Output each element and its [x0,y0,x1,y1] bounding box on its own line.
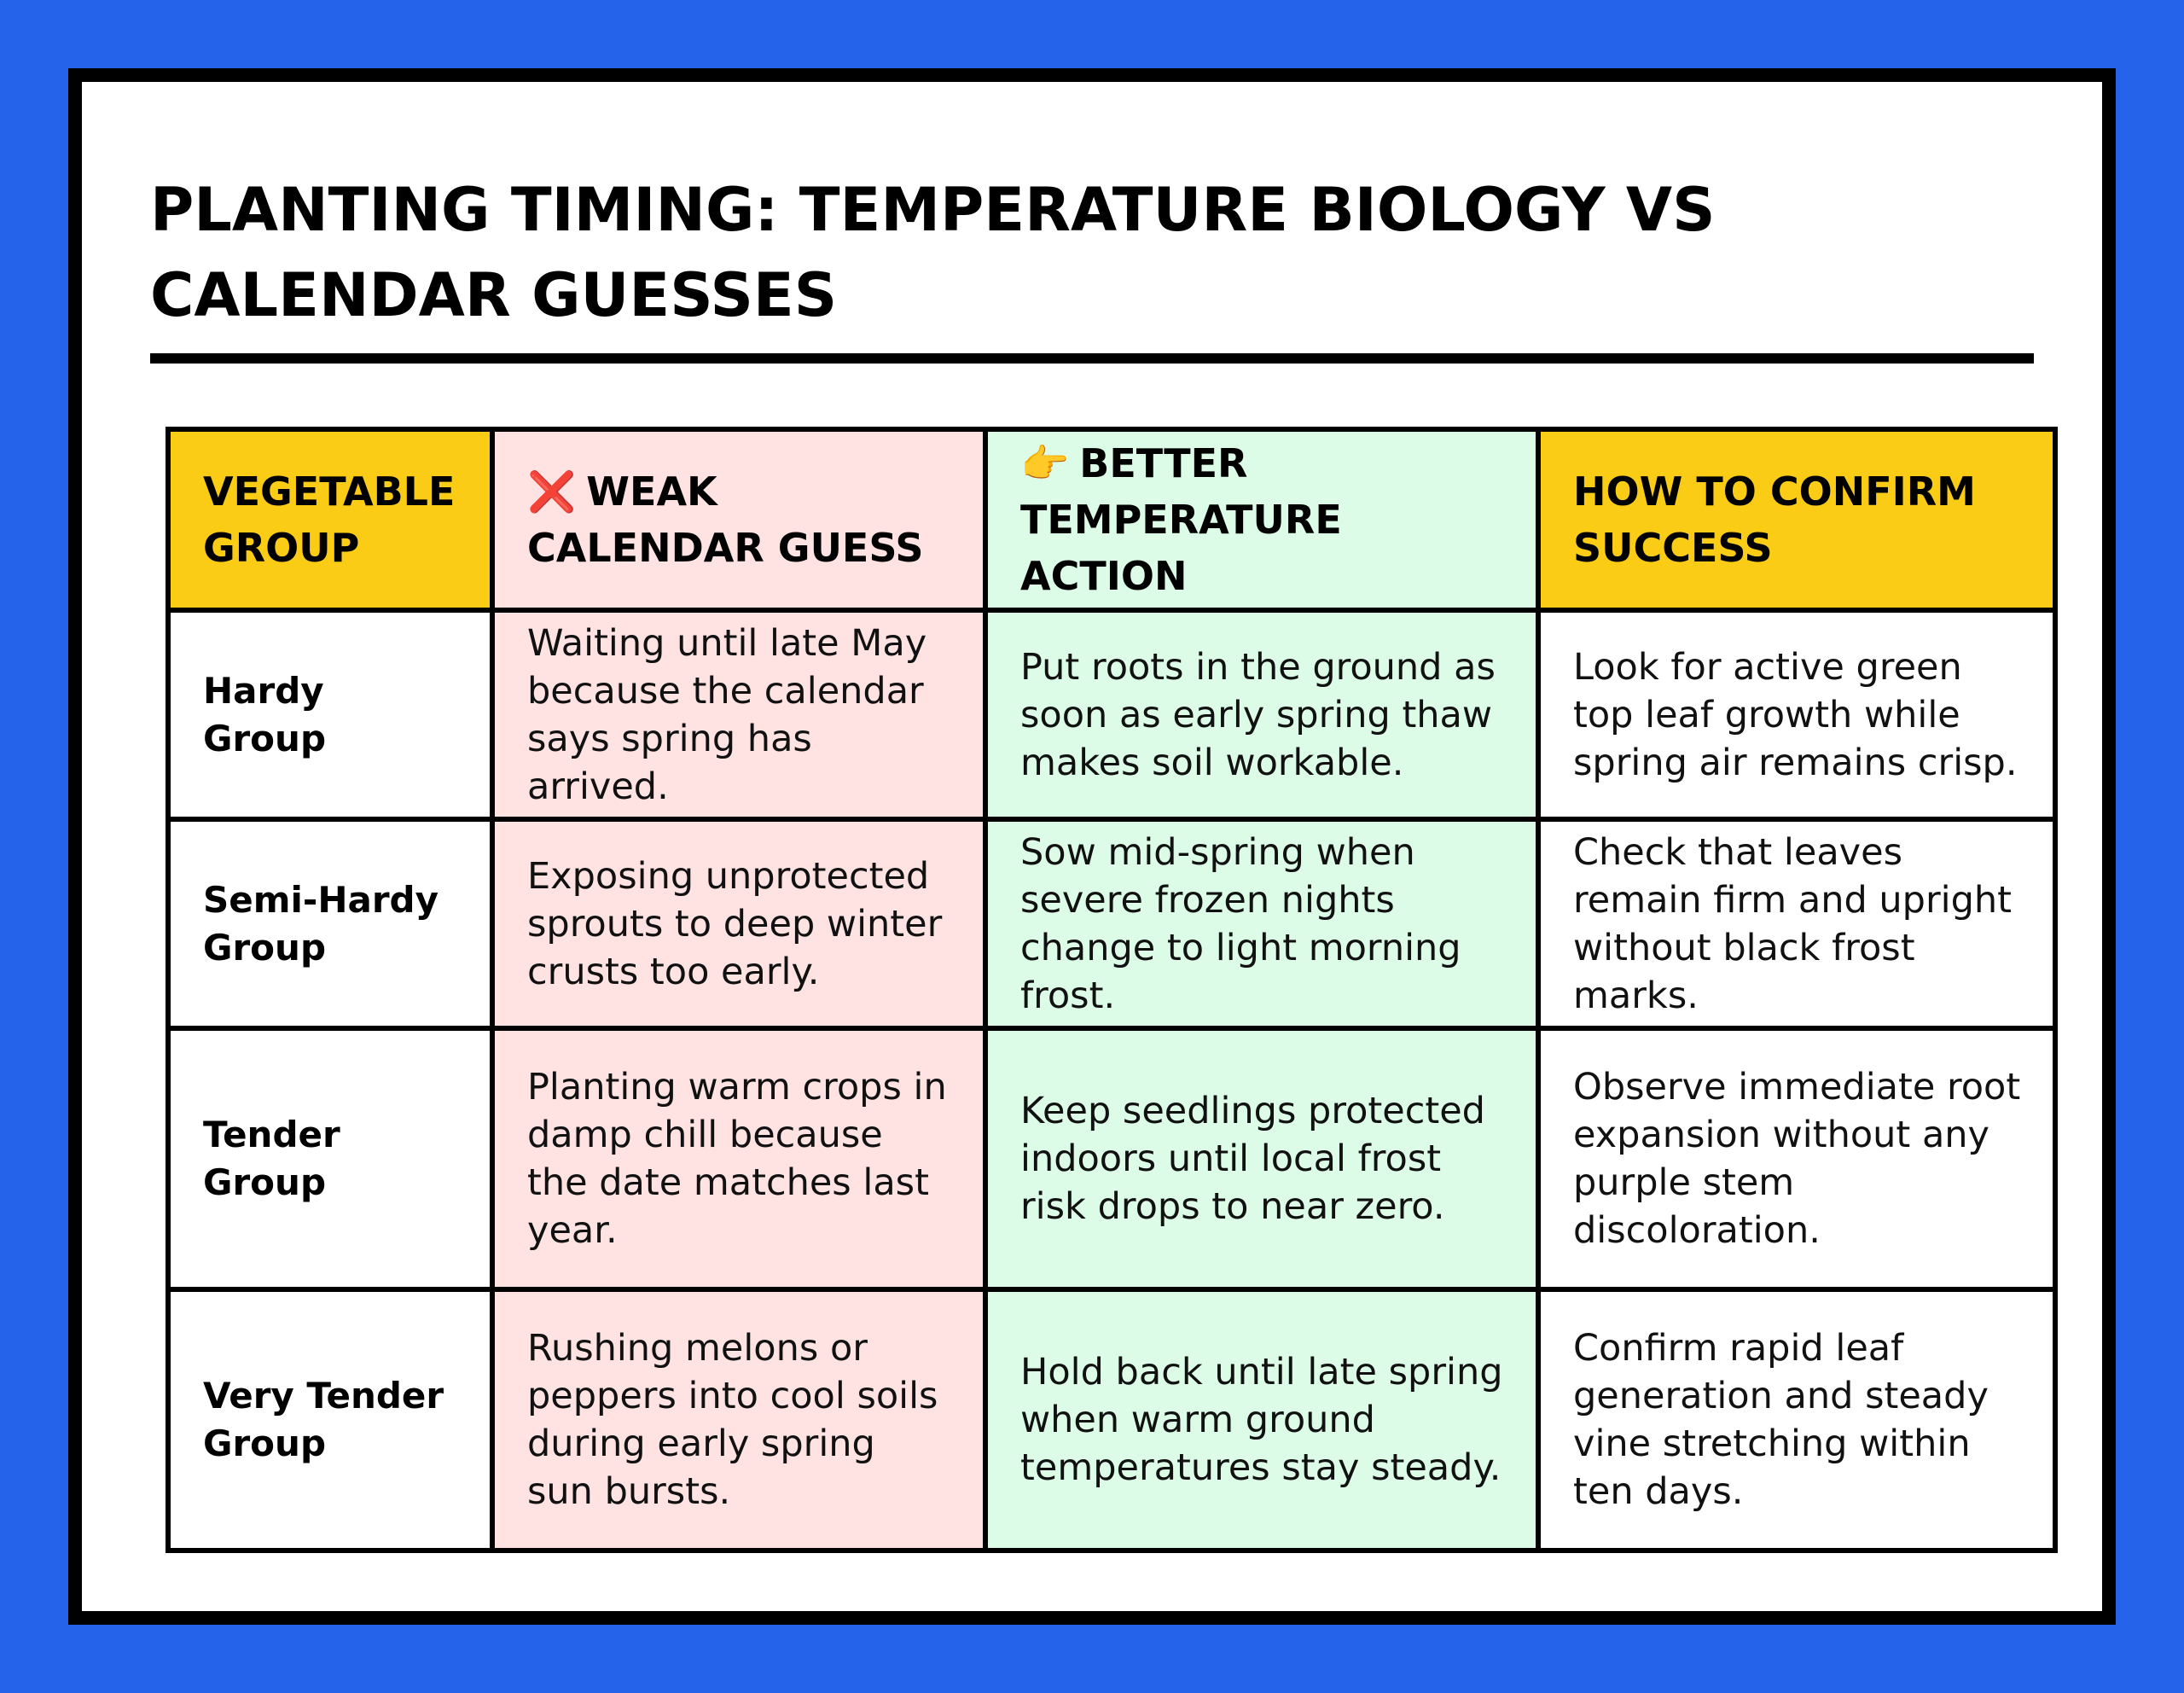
cell-confirm-success: Look for active green top leaf growth wh… [1536,607,2058,823]
comparison-table: VEGETABLE GROUP ❌ WEAK CALENDAR GUESS 👉 BE… [166,427,2058,1553]
table-header-row: VEGETABLE GROUP ❌ WEAK CALENDAR GUESS 👉 BE… [166,427,2058,613]
pointing-hand-icon: 👉 [1020,440,1070,486]
title-divider [150,353,2034,364]
cell-better-action: Sow mid-spring when severe frozen nights… [983,817,1541,1032]
table-row: Hardy Group Waiting until late May becau… [166,607,2058,823]
cell-vegetable-group: Very Tender Group [166,1287,495,1553]
cell-weak-guess: Waiting until late May because the calen… [490,607,988,823]
header-weak-calendar-guess: ❌ WEAK CALENDAR GUESS [490,427,988,613]
cell-better-action: Put roots in the ground as soon as early… [983,607,1541,823]
cell-vegetable-group: Semi-Hardy Group [166,817,495,1032]
content-card: PLANTING TIMING: TEMPERATURE BIOLOGY VS … [68,68,2116,1625]
cell-confirm-success: Check that leaves remain firm and uprigh… [1536,817,2058,1032]
cross-mark-icon: ❌ [527,468,577,515]
header-vegetable-group: VEGETABLE GROUP [166,427,495,613]
cell-weak-guess: Exposing unprotected sprouts to deep win… [490,817,988,1032]
cell-better-action: Hold back until late spring when warm gr… [983,1287,1541,1553]
cell-weak-guess: Planting warm crops in damp chill becaus… [490,1026,988,1293]
table-row: Semi-Hardy Group Exposing unprotected sp… [166,817,2058,1032]
cell-confirm-success: Confirm rapid leaf generation and steady… [1536,1287,2058,1553]
table-row: Very Tender Group Rushing melons or pepp… [166,1287,2058,1553]
cell-vegetable-group: Tender Group [166,1026,495,1293]
table-row: Tender Group Planting warm crops in damp… [166,1026,2058,1293]
page-title: PLANTING TIMING: TEMPERATURE BIOLOGY VS … [150,175,1716,330]
header-better-temperature-action: 👉 BETTER TEMPERATURE ACTION [983,427,1541,613]
cell-confirm-success: Observe immediate root expansion without… [1536,1026,2058,1293]
header-how-to-confirm: HOW TO CONFIRM SUCCESS [1536,427,2058,613]
cell-vegetable-group: Hardy Group [166,607,495,823]
cell-better-action: Keep seedlings protected indoors until l… [983,1026,1541,1293]
cell-weak-guess: Rushing melons or peppers into cool soil… [490,1287,988,1553]
